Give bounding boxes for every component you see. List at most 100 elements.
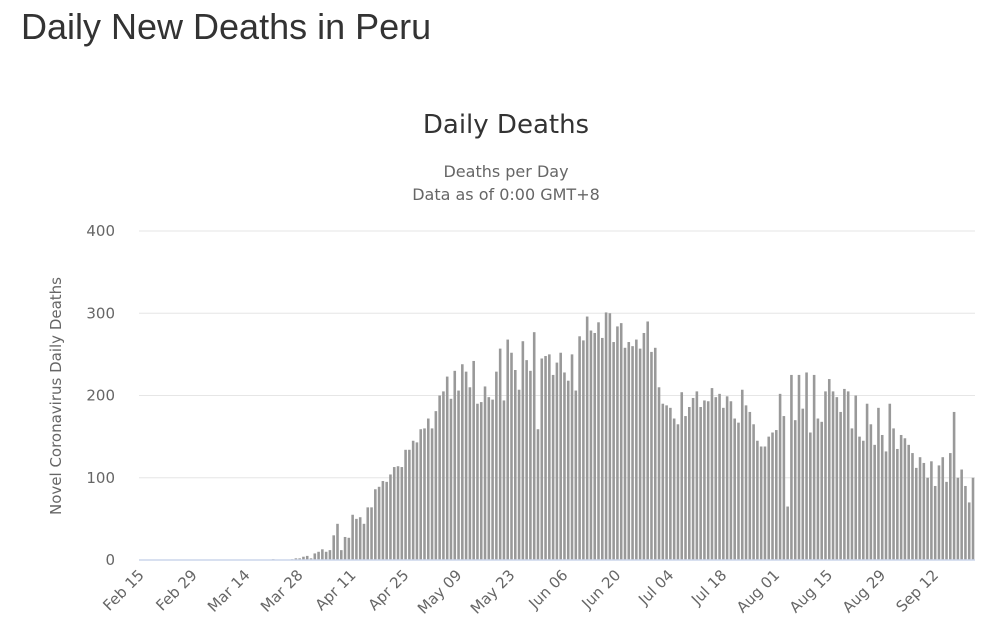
bar (343, 536, 347, 560)
bar (510, 352, 513, 560)
bar (302, 556, 305, 560)
x-tick-label: Jul 04 (634, 566, 677, 609)
bar (896, 448, 899, 560)
bar (351, 514, 354, 560)
bar (763, 446, 767, 560)
bar (453, 370, 457, 560)
bar (839, 411, 842, 560)
y-axis-label: Novel Coronavirus Daily Deaths (47, 277, 65, 515)
bar (827, 379, 831, 560)
bar (317, 551, 320, 560)
chart-subtitle-1: Deaths per Day (443, 162, 568, 181)
bar (635, 339, 638, 560)
bar (377, 486, 381, 560)
bar (756, 440, 759, 560)
bar (718, 393, 721, 560)
x-tick-label: Apr 25 (365, 566, 413, 614)
bar (733, 418, 736, 560)
bar (752, 424, 755, 560)
bar (491, 399, 494, 560)
bar (688, 407, 691, 560)
bar (506, 339, 510, 560)
bar (525, 360, 528, 560)
x-tick-label: Jul 18 (687, 566, 730, 609)
bar (540, 358, 544, 560)
bar (843, 388, 846, 560)
bar (400, 467, 404, 560)
bar (411, 440, 415, 560)
bar (616, 326, 619, 560)
bar (759, 446, 763, 560)
bar (332, 535, 336, 560)
x-tick-label: May 09 (414, 566, 466, 618)
y-tick-label: 200 (86, 387, 115, 405)
bar (389, 474, 392, 560)
bar (305, 555, 309, 560)
bar (650, 351, 653, 560)
bar (725, 396, 729, 560)
bar (805, 372, 808, 560)
bar (495, 371, 498, 560)
bar (404, 449, 407, 560)
bar (676, 424, 680, 560)
bar (513, 370, 517, 560)
bar (748, 411, 752, 560)
bar (949, 453, 952, 560)
bar (869, 424, 873, 560)
bar (797, 374, 801, 560)
bar (608, 313, 612, 560)
x-tick-label: Jun 20 (577, 566, 624, 613)
bar (922, 462, 926, 560)
bar (744, 405, 748, 560)
bar (498, 348, 502, 560)
x-tick-label: Jun 06 (525, 566, 572, 613)
bar (914, 467, 918, 560)
bar (604, 312, 608, 560)
bar (665, 405, 668, 560)
bar (529, 370, 532, 560)
bar (434, 411, 438, 560)
bar (960, 469, 963, 560)
bar (536, 429, 540, 560)
bar (483, 386, 487, 560)
bar (294, 558, 298, 560)
bar (786, 506, 789, 560)
bar (623, 347, 627, 560)
bar (468, 387, 472, 560)
bar (638, 348, 642, 560)
bar (370, 507, 373, 560)
bar (831, 391, 835, 560)
bar (880, 434, 884, 560)
bar (601, 337, 604, 560)
bar (680, 392, 684, 560)
bar (790, 374, 793, 560)
bar (903, 438, 907, 560)
bar (366, 507, 370, 560)
bar (918, 457, 922, 560)
bar (548, 354, 551, 560)
page-title: Daily New Deaths in Peru (21, 6, 432, 47)
bar (396, 466, 400, 560)
bar (873, 444, 876, 560)
bar (740, 389, 744, 560)
bar (646, 321, 649, 560)
bar (722, 407, 725, 560)
bar (521, 341, 525, 560)
bar (884, 451, 888, 560)
bar (691, 397, 695, 560)
bar (865, 403, 869, 560)
x-tick-label: Sep 12 (893, 566, 943, 616)
bar (793, 420, 797, 560)
x-tick-label: Aug 29 (839, 566, 889, 616)
bar (775, 430, 778, 560)
bar (438, 395, 441, 560)
bar (737, 422, 740, 560)
bar (862, 440, 865, 560)
bar (336, 523, 339, 560)
bar (926, 477, 929, 560)
bar (328, 550, 332, 560)
bar (464, 371, 468, 560)
bar (593, 332, 597, 560)
bar (544, 356, 547, 560)
